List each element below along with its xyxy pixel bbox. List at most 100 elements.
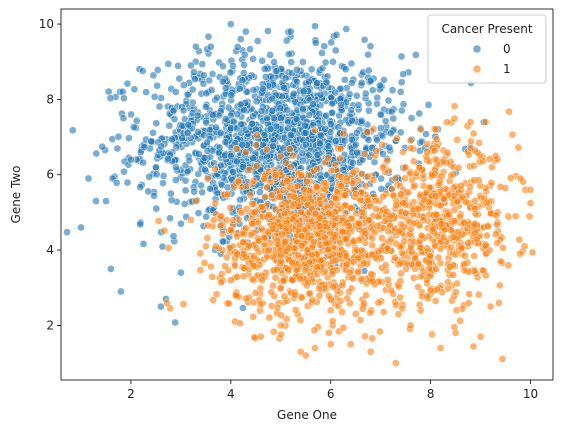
data-point-1 xyxy=(360,259,368,268)
data-point-1 xyxy=(506,174,515,182)
data-point-0 xyxy=(185,156,194,165)
scatter-points xyxy=(63,20,537,367)
data-point-1 xyxy=(514,143,523,152)
data-point-0 xyxy=(172,163,180,172)
data-point-1 xyxy=(234,177,243,186)
data-point-1 xyxy=(345,268,354,277)
data-point-1 xyxy=(480,194,489,203)
data-point-0 xyxy=(261,72,270,81)
data-point-1 xyxy=(415,163,424,172)
data-point-1 xyxy=(355,220,363,228)
data-point-0 xyxy=(149,128,157,137)
data-point-0 xyxy=(276,104,285,113)
data-point-0 xyxy=(336,84,345,93)
data-point-0 xyxy=(366,76,375,85)
data-point-1 xyxy=(451,288,460,297)
legend-label-0: 0 xyxy=(503,42,511,56)
data-point-1 xyxy=(196,249,205,258)
data-point-1 xyxy=(223,190,232,199)
data-point-1 xyxy=(381,216,389,225)
data-point-0 xyxy=(280,133,289,142)
data-point-1 xyxy=(250,262,258,270)
data-point-1 xyxy=(204,221,212,230)
data-point-1 xyxy=(433,285,441,294)
data-point-1 xyxy=(443,148,452,157)
data-point-0 xyxy=(351,140,360,149)
data-point-1 xyxy=(221,262,229,270)
data-point-1 xyxy=(426,252,434,260)
data-point-0 xyxy=(169,232,178,240)
data-point-0 xyxy=(174,61,182,70)
data-point-1 xyxy=(253,131,261,140)
data-point-1 xyxy=(307,250,316,259)
data-point-1 xyxy=(466,183,474,191)
data-point-1 xyxy=(436,344,445,352)
data-point-1 xyxy=(326,340,335,349)
data-point-1 xyxy=(476,332,485,341)
data-point-0 xyxy=(249,86,258,94)
data-point-1 xyxy=(288,258,297,267)
data-point-1 xyxy=(357,246,366,255)
data-point-1 xyxy=(398,304,406,313)
data-point-1 xyxy=(484,222,492,231)
data-point-1 xyxy=(324,154,332,162)
data-point-0 xyxy=(324,142,333,151)
data-point-1 xyxy=(394,310,403,318)
data-point-0 xyxy=(376,110,385,119)
data-point-0 xyxy=(287,58,296,66)
data-point-0 xyxy=(282,36,291,45)
data-point-1 xyxy=(470,267,479,275)
data-point-0 xyxy=(195,150,203,158)
data-point-0 xyxy=(203,147,212,155)
data-point-0 xyxy=(183,129,192,137)
data-point-1 xyxy=(293,182,302,191)
data-point-1 xyxy=(246,191,255,199)
data-point-0 xyxy=(276,114,285,123)
data-point-0 xyxy=(342,25,351,33)
data-point-0 xyxy=(123,178,132,187)
data-point-0 xyxy=(184,120,193,129)
y-tick-label: 10 xyxy=(39,17,54,31)
data-point-0 xyxy=(221,138,230,146)
data-point-1 xyxy=(443,278,452,287)
data-point-1 xyxy=(349,274,358,283)
data-point-1 xyxy=(294,202,303,211)
data-point-0 xyxy=(311,39,320,47)
data-point-1 xyxy=(296,275,305,283)
data-point-1 xyxy=(453,135,462,144)
data-point-0 xyxy=(347,106,355,114)
data-point-1 xyxy=(432,210,441,219)
data-point-1 xyxy=(466,118,475,126)
data-point-0 xyxy=(268,94,277,103)
data-point-0 xyxy=(378,132,387,141)
data-point-1 xyxy=(493,220,501,229)
data-point-0 xyxy=(422,130,430,138)
data-point-1 xyxy=(313,165,322,173)
data-point-0 xyxy=(187,61,195,70)
data-point-1 xyxy=(406,144,415,152)
data-point-1 xyxy=(192,197,200,205)
data-point-1 xyxy=(336,296,345,305)
data-point-0 xyxy=(377,185,386,193)
data-point-0 xyxy=(385,143,394,152)
data-point-1 xyxy=(294,251,303,260)
data-point-1 xyxy=(298,293,306,302)
data-point-0 xyxy=(368,86,377,95)
data-point-1 xyxy=(329,283,338,291)
data-point-0 xyxy=(249,55,257,63)
data-point-0 xyxy=(263,114,271,123)
data-point-0 xyxy=(139,158,148,167)
data-point-1 xyxy=(449,183,458,192)
data-point-1 xyxy=(443,118,451,127)
y-axis-label: Gene Two xyxy=(9,166,23,224)
data-point-0 xyxy=(98,142,107,151)
data-point-1 xyxy=(179,300,188,308)
data-point-0 xyxy=(279,144,288,153)
data-point-1 xyxy=(212,290,221,299)
data-point-0 xyxy=(270,58,278,66)
data-point-0 xyxy=(138,67,147,75)
data-point-0 xyxy=(113,144,122,153)
data-point-1 xyxy=(383,207,391,216)
data-point-1 xyxy=(434,180,443,189)
data-point-1 xyxy=(245,241,253,250)
